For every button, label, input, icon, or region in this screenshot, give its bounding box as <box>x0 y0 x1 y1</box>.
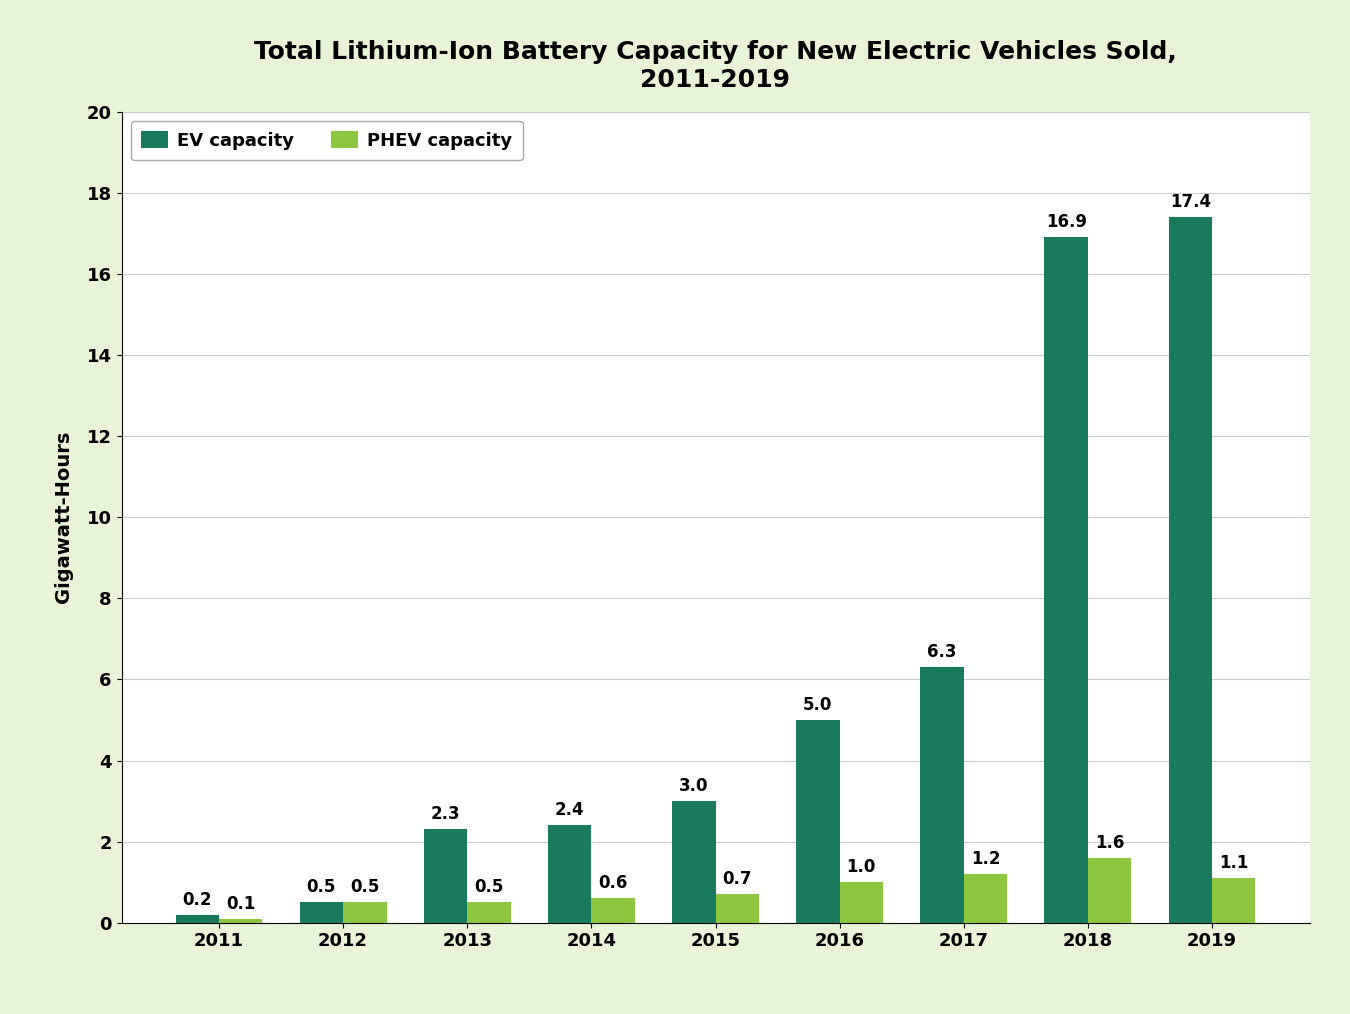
Bar <box>176 915 219 923</box>
Text: 0.6: 0.6 <box>598 874 628 892</box>
Text: 1.6: 1.6 <box>1095 834 1125 852</box>
Text: 2.4: 2.4 <box>555 801 585 819</box>
Text: 2.3: 2.3 <box>431 805 460 823</box>
Text: 1.1: 1.1 <box>1219 854 1249 872</box>
Bar <box>840 882 883 923</box>
Bar <box>921 667 964 923</box>
Text: 3.0: 3.0 <box>679 777 709 795</box>
Bar <box>1088 858 1131 923</box>
Text: 0.5: 0.5 <box>474 878 504 896</box>
Bar <box>796 720 840 923</box>
Text: 0.1: 0.1 <box>225 894 255 913</box>
Y-axis label: Gigawatt-Hours: Gigawatt-Hours <box>54 431 73 603</box>
Bar <box>591 898 634 923</box>
Text: 0.7: 0.7 <box>722 870 752 888</box>
Text: 16.9: 16.9 <box>1046 213 1087 231</box>
Bar <box>300 902 343 923</box>
Bar <box>548 825 591 923</box>
Text: 6.3: 6.3 <box>927 643 957 661</box>
Text: 1.0: 1.0 <box>846 858 876 876</box>
Bar <box>1045 237 1088 923</box>
Bar <box>672 801 716 923</box>
Bar <box>424 829 467 923</box>
Text: 0.5: 0.5 <box>306 878 336 896</box>
Text: 1.2: 1.2 <box>971 850 1000 868</box>
Bar <box>964 874 1007 923</box>
Bar <box>1212 878 1256 923</box>
Bar <box>467 902 510 923</box>
Bar <box>343 902 386 923</box>
Bar <box>1169 217 1212 923</box>
Legend: EV capacity, PHEV capacity: EV capacity, PHEV capacity <box>131 121 522 160</box>
Text: 5.0: 5.0 <box>803 696 833 714</box>
Bar <box>716 894 759 923</box>
Text: 0.2: 0.2 <box>182 890 212 909</box>
Text: 0.5: 0.5 <box>350 878 379 896</box>
Bar <box>219 919 262 923</box>
Text: 17.4: 17.4 <box>1169 193 1211 211</box>
Title: Total Lithium-Ion Battery Capacity for New Electric Vehicles Sold,
2011-2019: Total Lithium-Ion Battery Capacity for N… <box>254 40 1177 91</box>
